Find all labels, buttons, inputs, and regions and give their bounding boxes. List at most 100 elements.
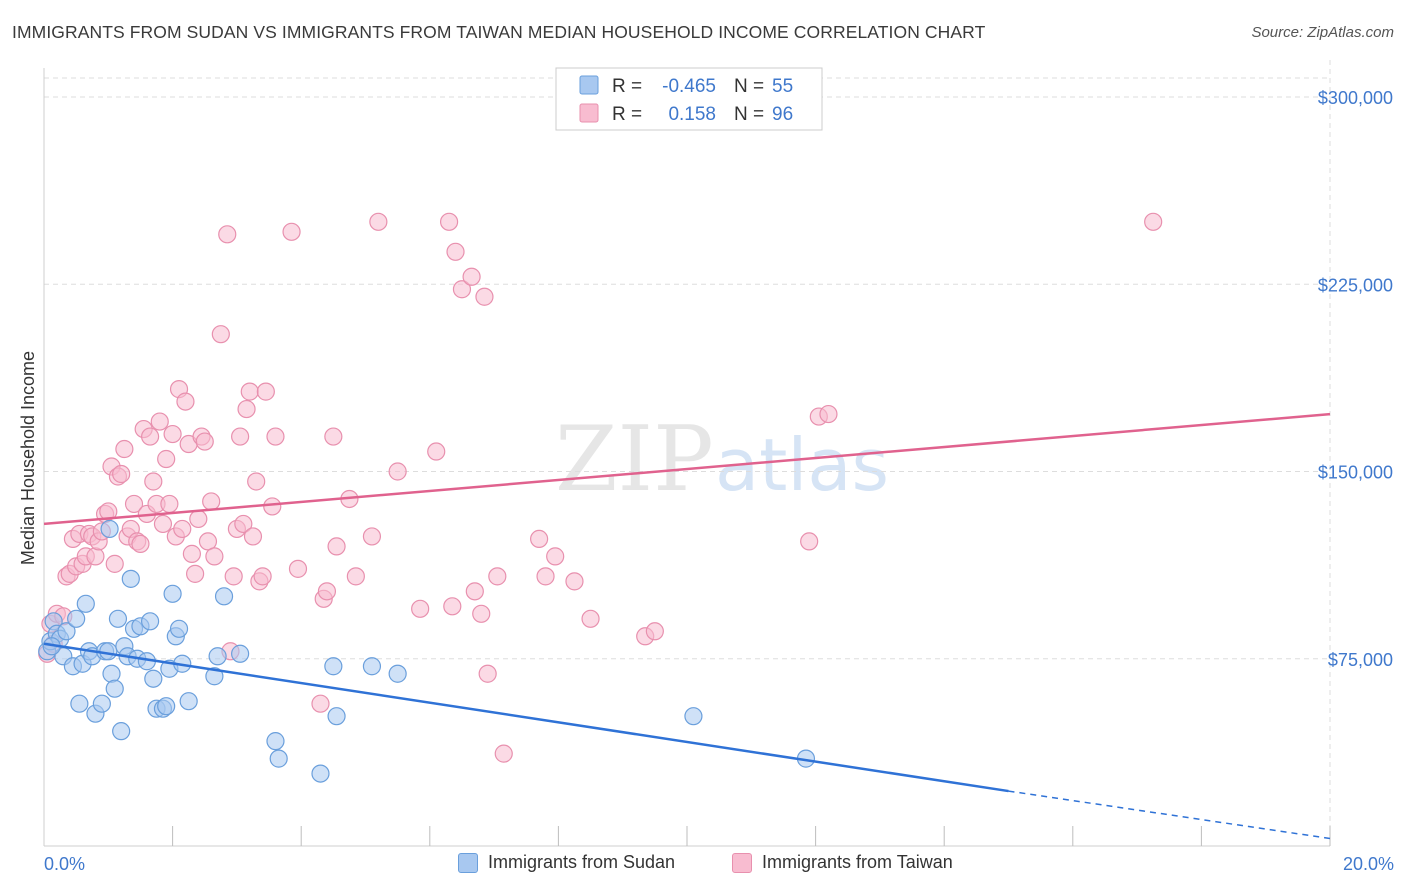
taiwan-point-97: [581, 609, 600, 628]
sudan-point-46: [311, 764, 330, 783]
series-legend: Immigrants from Sudan Immigrants from Ta…: [0, 852, 1406, 878]
legend-item-taiwan[interactable]: Immigrants from Taiwan: [732, 852, 953, 873]
taiwan-point-82: [439, 212, 459, 231]
sudan-point-52: [684, 707, 703, 726]
taiwan-point-66: [263, 497, 282, 516]
taiwan-point-102: [819, 404, 838, 424]
taiwan-point-80: [411, 599, 430, 618]
chart-title: IMMIGRANTS FROM SUDAN VS IMMIGRANTS FROM…: [12, 22, 986, 42]
taiwan-point-74: [327, 537, 346, 556]
sudan-point-30: [144, 669, 163, 688]
legend-item-sudan[interactable]: Immigrants from Sudan: [458, 852, 675, 873]
taiwan-point-50: [202, 492, 221, 511]
trend-line-taiwan: [43, 412, 1331, 526]
taiwan-point-67: [266, 427, 285, 446]
sudan-point-50: [388, 664, 407, 683]
taiwan-point-34: [150, 412, 169, 431]
y-tick-label-0: $75,000: [1328, 650, 1393, 670]
sudan-point-29: [140, 612, 160, 631]
legend-swatch-taiwan: [732, 852, 752, 873]
taiwan-point-28: [131, 534, 150, 554]
taiwan-point-23: [115, 439, 134, 459]
sudan-point-18: [102, 664, 121, 683]
taiwan-point-26: [124, 494, 144, 514]
taiwan-point-53: [218, 225, 237, 244]
taiwan-point-41: [173, 519, 192, 539]
stats-legend-swatch-sudan: [579, 75, 599, 95]
stats-legend: R = -0.465 N = 55 R = 0.158 N = 96: [555, 67, 823, 131]
sudan-point-8: [67, 609, 86, 628]
sudan-point-41: [208, 647, 227, 666]
sudan-point-35: [163, 584, 182, 603]
taiwan-point-52: [211, 325, 230, 344]
taiwan-point-79: [388, 462, 407, 481]
taiwan-point-59: [237, 399, 256, 419]
watermark: ZIP atlas: [555, 407, 889, 512]
trend-line-sudan: [43, 642, 1009, 793]
taiwan-point-61: [243, 527, 263, 546]
taiwan-point-64: [253, 567, 272, 586]
taiwan-point-96: [565, 572, 584, 591]
taiwan-point-60: [240, 382, 259, 401]
taiwan-point-86: [462, 267, 481, 286]
taiwan-point-76: [346, 567, 365, 586]
stats-legend-box: [555, 67, 823, 131]
y-axis-title: Median Household Income: [18, 351, 38, 565]
sudan-point-21: [112, 722, 131, 741]
taiwan-point-103: [1144, 212, 1163, 231]
taiwan-point-90: [478, 664, 497, 683]
taiwan-point-77: [362, 527, 382, 546]
taiwan-point-36: [157, 449, 176, 469]
sudan-point-33: [157, 697, 176, 716]
sudan-point-43: [231, 644, 250, 663]
sudan-point-39: [179, 692, 198, 711]
taiwan-point-37: [160, 494, 179, 514]
taiwan-point-72: [317, 582, 337, 601]
taiwan-point-57: [231, 427, 250, 446]
sudan-point-44: [266, 732, 285, 751]
taiwan-point-83: [443, 597, 462, 616]
sudan-point-15: [92, 694, 111, 713]
y-tick-label-2: $225,000: [1318, 275, 1393, 295]
sudan-point-20: [108, 609, 128, 628]
taiwan-point-88: [472, 604, 491, 623]
taiwan-point-55: [224, 567, 243, 586]
taiwan-point-38: [163, 424, 182, 444]
sudan-point-9: [70, 694, 89, 713]
taiwan-point-85: [452, 280, 472, 299]
stats-legend-r-value-taiwan: 0.158: [668, 104, 716, 125]
source-label: Source: ZipAtlas.com: [1251, 24, 1394, 41]
sudan-point-6: [57, 622, 76, 641]
taiwan-point-70: [311, 694, 330, 713]
taiwan-point-32: [144, 472, 163, 491]
x-tick-label-min: 0.0%: [44, 854, 85, 874]
stats-legend-r-value-sudan: -0.465: [662, 76, 716, 97]
taiwan-point-91: [488, 567, 507, 586]
taiwan-point-22: [112, 464, 131, 484]
watermark-zip: ZIP: [555, 407, 714, 512]
stats-legend-n-value-sudan: 55: [772, 76, 793, 97]
sudan-point-40: [205, 667, 224, 686]
taiwan-point-93: [530, 529, 549, 549]
taiwan-point-69: [288, 559, 308, 578]
stats-legend-r-label-taiwan: R =: [612, 104, 642, 125]
taiwan-point-94: [536, 567, 555, 586]
taiwan-point-100: [800, 532, 819, 551]
taiwan-point-14: [86, 547, 105, 566]
taiwan-point-99: [645, 622, 664, 641]
taiwan-point-62: [247, 472, 266, 491]
y-tick-label-3: $300,000: [1318, 88, 1393, 108]
taiwan-point-45: [186, 564, 205, 583]
taiwan-point-92: [494, 744, 513, 763]
legend-label-taiwan: Immigrants from Taiwan: [762, 852, 953, 872]
trend-lines: [43, 412, 1331, 840]
series-taiwan-points: [38, 212, 1163, 763]
sudan-point-49: [362, 657, 382, 676]
taiwan-point-84: [446, 242, 465, 261]
sudan-point-47: [324, 657, 343, 676]
legend-label-sudan: Immigrants from Sudan: [488, 852, 676, 872]
taiwan-point-49: [198, 532, 218, 551]
taiwan-point-58: [234, 514, 253, 534]
taiwan-point-44: [182, 544, 201, 563]
y-tick-labels: $75,000 $150,000 $225,000 $300,000: [1318, 88, 1393, 670]
